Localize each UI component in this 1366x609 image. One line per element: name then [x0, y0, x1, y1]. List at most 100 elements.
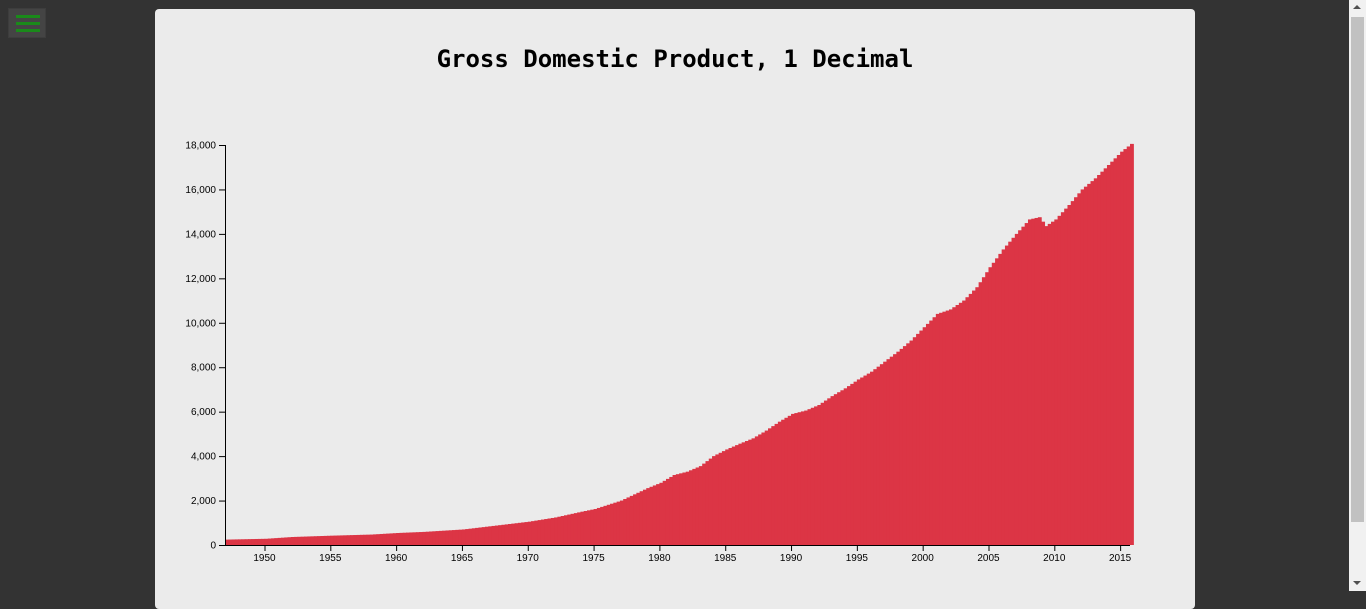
gdp-bar[interactable]: [1126, 146, 1131, 546]
gdp-bar[interactable]: [613, 502, 618, 545]
gdp-bar[interactable]: [1024, 223, 1029, 545]
gdp-bar[interactable]: [932, 317, 937, 545]
gdp-bar[interactable]: [297, 536, 302, 545]
gdp-bar[interactable]: [922, 327, 927, 545]
gdp-bar[interactable]: [820, 402, 825, 545]
gdp-bar[interactable]: [1044, 226, 1049, 546]
gdp-bar[interactable]: [238, 539, 243, 545]
gdp-bar[interactable]: [649, 486, 654, 545]
gdp-bar[interactable]: [527, 521, 532, 545]
gdp-bar[interactable]: [343, 535, 348, 545]
gdp-bar[interactable]: [675, 474, 680, 545]
gdp-bar[interactable]: [1083, 186, 1088, 546]
gdp-bar[interactable]: [1077, 193, 1082, 545]
gdp-bar[interactable]: [468, 528, 473, 545]
gdp-bar[interactable]: [406, 532, 410, 545]
gdp-bar[interactable]: [929, 320, 934, 545]
gdp-bar[interactable]: [912, 337, 917, 545]
gdp-bar[interactable]: [692, 468, 697, 545]
gdp-bar[interactable]: [652, 485, 657, 545]
gdp-bar[interactable]: [833, 394, 838, 545]
gdp-bar[interactable]: [784, 417, 789, 545]
gdp-bar[interactable]: [889, 356, 894, 545]
gdp-bar[interactable]: [366, 534, 371, 545]
gdp-bar[interactable]: [774, 423, 779, 545]
gdp-bar[interactable]: [981, 277, 986, 545]
gdp-bar[interactable]: [860, 377, 865, 546]
gdp-bar[interactable]: [389, 533, 394, 545]
gdp-bar[interactable]: [975, 287, 980, 545]
gdp-bar[interactable]: [429, 531, 433, 545]
gdp-bar[interactable]: [514, 523, 519, 545]
gdp-bar[interactable]: [590, 509, 595, 545]
gdp-bar[interactable]: [399, 532, 404, 545]
gdp-bar[interactable]: [458, 529, 463, 545]
gdp-bar[interactable]: [741, 442, 746, 545]
gdp-bar[interactable]: [402, 532, 407, 545]
gdp-bar[interactable]: [787, 415, 792, 545]
gdp-bar[interactable]: [1103, 168, 1108, 545]
gdp-bar[interactable]: [517, 522, 522, 545]
gdp-bar[interactable]: [1064, 208, 1069, 546]
gdp-bar[interactable]: [886, 359, 891, 545]
gdp-bar[interactable]: [708, 458, 713, 545]
gdp-bar[interactable]: [804, 410, 809, 545]
gdp-bar[interactable]: [396, 533, 401, 545]
gdp-bar[interactable]: [577, 512, 582, 545]
gdp-bar[interactable]: [689, 470, 693, 545]
gdp-bar[interactable]: [856, 379, 861, 545]
gdp-bar[interactable]: [481, 527, 486, 545]
gdp-bar[interactable]: [1027, 219, 1032, 545]
gdp-bar[interactable]: [547, 518, 552, 546]
gdp-bar[interactable]: [327, 535, 331, 545]
gdp-bar[interactable]: [698, 466, 703, 545]
gdp-bar[interactable]: [244, 539, 249, 545]
gdp-bar[interactable]: [392, 533, 397, 545]
gdp-bar[interactable]: [1014, 233, 1019, 545]
gdp-bar[interactable]: [679, 473, 684, 545]
gdp-bar[interactable]: [682, 472, 687, 546]
gdp-bar[interactable]: [432, 531, 437, 545]
gdp-bar[interactable]: [758, 434, 763, 545]
gdp-bar[interactable]: [603, 505, 608, 545]
gdp-bar[interactable]: [560, 516, 565, 545]
scrollbar-thumb[interactable]: [1351, 17, 1364, 522]
gdp-bar[interactable]: [524, 522, 529, 545]
gdp-bar[interactable]: [596, 507, 601, 545]
gdp-bar[interactable]: [491, 525, 496, 545]
gdp-bar[interactable]: [791, 413, 795, 545]
gdp-bar[interactable]: [794, 413, 799, 545]
gdp-bar[interactable]: [945, 310, 950, 545]
gdp-bar[interactable]: [412, 532, 417, 545]
gdp-bar[interactable]: [1074, 197, 1078, 545]
gdp-bar[interactable]: [478, 527, 483, 546]
gdp-bar[interactable]: [382, 533, 387, 545]
gdp-bar[interactable]: [830, 396, 835, 545]
gdp-bar[interactable]: [494, 525, 499, 545]
gdp-bar[interactable]: [626, 497, 631, 545]
gdp-bar[interactable]: [754, 436, 759, 545]
gdp-bar[interactable]: [287, 537, 292, 545]
gdp-bar[interactable]: [280, 537, 285, 545]
gdp-bar[interactable]: [919, 330, 924, 545]
gdp-bar[interactable]: [916, 333, 920, 545]
gdp-bar[interactable]: [728, 448, 733, 545]
gdp-bar[interactable]: [373, 534, 377, 545]
gdp-bar[interactable]: [277, 537, 282, 545]
gdp-bar[interactable]: [672, 475, 677, 545]
gdp-bar[interactable]: [540, 519, 545, 545]
gdp-bar[interactable]: [422, 531, 427, 545]
gdp-bar[interactable]: [465, 529, 470, 545]
gdp-bar[interactable]: [563, 515, 568, 545]
gdp-bar[interactable]: [827, 398, 832, 545]
gdp-bar[interactable]: [471, 528, 476, 545]
gdp-bar[interactable]: [475, 527, 479, 545]
gdp-bar[interactable]: [1120, 151, 1125, 546]
gdp-bar[interactable]: [254, 538, 259, 545]
gdp-bar[interactable]: [807, 409, 812, 545]
gdp-bar[interactable]: [962, 300, 967, 545]
gdp-bar[interactable]: [662, 480, 667, 545]
gdp-bar[interactable]: [346, 535, 351, 545]
gdp-bar[interactable]: [985, 272, 990, 545]
gdp-bar[interactable]: [570, 513, 575, 545]
